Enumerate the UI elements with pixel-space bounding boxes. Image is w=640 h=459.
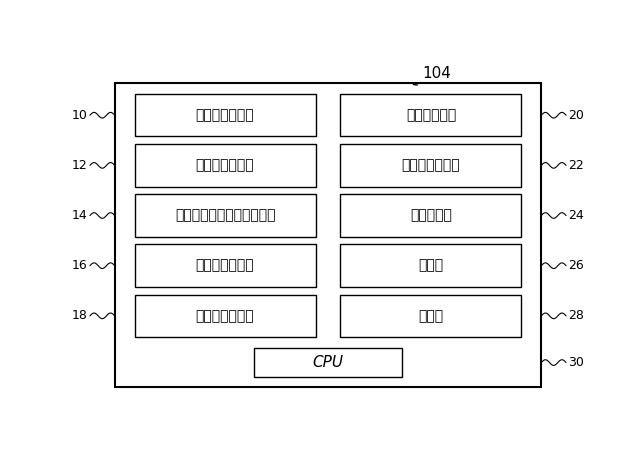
Text: 10: 10: [72, 109, 88, 122]
Text: 12: 12: [72, 159, 88, 172]
Bar: [340, 194, 522, 237]
Text: 関心領域設定部: 関心領域設定部: [196, 108, 254, 122]
Text: 変位情報生成部: 変位情報生成部: [196, 259, 254, 273]
Bar: [340, 245, 522, 287]
Text: 記憶郤: 記憶郤: [419, 309, 444, 323]
Text: 104: 104: [422, 66, 452, 81]
Bar: [134, 295, 316, 337]
Text: 26: 26: [568, 259, 584, 272]
Bar: [340, 295, 522, 337]
Bar: [134, 245, 316, 287]
Bar: [340, 94, 522, 136]
Text: 代表値演算部: 代表値演算部: [406, 108, 456, 122]
Bar: [253, 348, 403, 377]
Bar: [134, 144, 316, 187]
Bar: [134, 194, 316, 237]
Text: 関心領域分割部: 関心領域分割部: [196, 158, 254, 173]
Text: 表示制御郤: 表示制御郤: [410, 208, 452, 223]
Text: 24: 24: [568, 209, 584, 222]
Text: レーダー画像データ取得部: レーダー画像データ取得部: [175, 208, 275, 223]
Text: 通信郤: 通信郤: [419, 259, 444, 273]
Text: CPU: CPU: [312, 355, 344, 370]
Text: ポリゴン抽出部: ポリゴン抽出部: [402, 158, 460, 173]
Text: 30: 30: [568, 356, 584, 369]
Text: 22: 22: [568, 159, 584, 172]
Text: 18: 18: [72, 309, 88, 322]
Bar: [115, 84, 541, 387]
Bar: [340, 144, 522, 187]
Text: 20: 20: [568, 109, 584, 122]
Text: 28: 28: [568, 309, 584, 322]
Text: 16: 16: [72, 259, 88, 272]
Text: 変位情報収集部: 変位情報収集部: [196, 309, 254, 323]
Bar: [134, 94, 316, 136]
Text: 14: 14: [72, 209, 88, 222]
